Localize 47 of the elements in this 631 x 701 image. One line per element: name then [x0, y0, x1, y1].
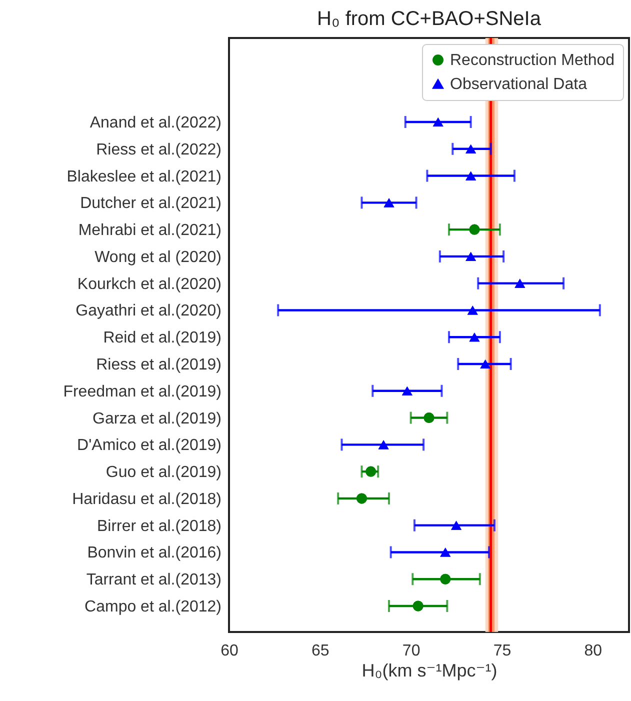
y-tick-label: Riess et al.(2019): [96, 356, 222, 374]
y-tick-label: Kourkch et al.(2020): [77, 276, 222, 293]
y-tick-label: Gayathri et al.(2020): [76, 302, 222, 320]
y-tick-label: Birrer et al.(2018): [97, 518, 222, 535]
y-tick-label: D'Amico et al.(2019): [77, 437, 222, 454]
x-tick-label: 65: [312, 642, 330, 660]
x-axis-title: H₀(km s⁻¹Mpc⁻¹): [362, 660, 498, 680]
point: [440, 548, 451, 557]
x-tick-label: 80: [584, 642, 602, 660]
y-tick-label: Campo et al.(2012): [84, 598, 222, 616]
x-tick-label: 60: [220, 642, 238, 660]
y-tick-label: Riess et al.(2022): [96, 141, 222, 158]
y-tick-label: Wong et al (2020): [94, 248, 222, 266]
point: [412, 600, 424, 612]
x-tick-label: 70: [402, 642, 420, 660]
point: [466, 252, 476, 261]
point: [467, 306, 478, 315]
chart-title: H₀ from CC+BAO+SNeIa: [317, 8, 542, 30]
point: [366, 466, 376, 477]
y-tick-label: Reid et al.(2019): [103, 330, 222, 347]
point: [514, 278, 526, 288]
legend-label: Reconstruction Method: [450, 52, 615, 69]
point: [402, 386, 412, 396]
point: [466, 144, 476, 154]
point: [451, 520, 462, 530]
point: [480, 359, 491, 369]
point: [469, 332, 480, 342]
point: [384, 198, 394, 208]
point: [469, 224, 480, 235]
y-tick-label: Mehrabi et al.(2021): [78, 222, 222, 240]
legend-label: Observational Data: [450, 76, 588, 93]
y-tick-label: Dutcher et al.(2021): [80, 195, 222, 212]
point: [424, 412, 434, 424]
y-tick-label: Freedman et al.(2019): [63, 383, 222, 400]
y-tick-label: Garza et al.(2019): [92, 410, 222, 428]
point: [432, 117, 444, 127]
y-tick-label: Guo et al.(2019): [106, 464, 222, 482]
y-tick-label: Blakeslee et al.(2021): [66, 168, 222, 186]
point: [466, 171, 476, 180]
point: [356, 493, 367, 504]
x-tick-label: 75: [493, 642, 512, 660]
point: [440, 574, 451, 584]
y-tick-label: Tarrant et al.(2013): [86, 572, 222, 589]
point: [378, 440, 389, 450]
y-tick-label: Anand et al.(2022): [90, 114, 222, 132]
y-tick-label: Bonvin et al.(2016): [87, 544, 222, 562]
y-tick-label: Haridasu et al.(2018): [72, 490, 222, 508]
